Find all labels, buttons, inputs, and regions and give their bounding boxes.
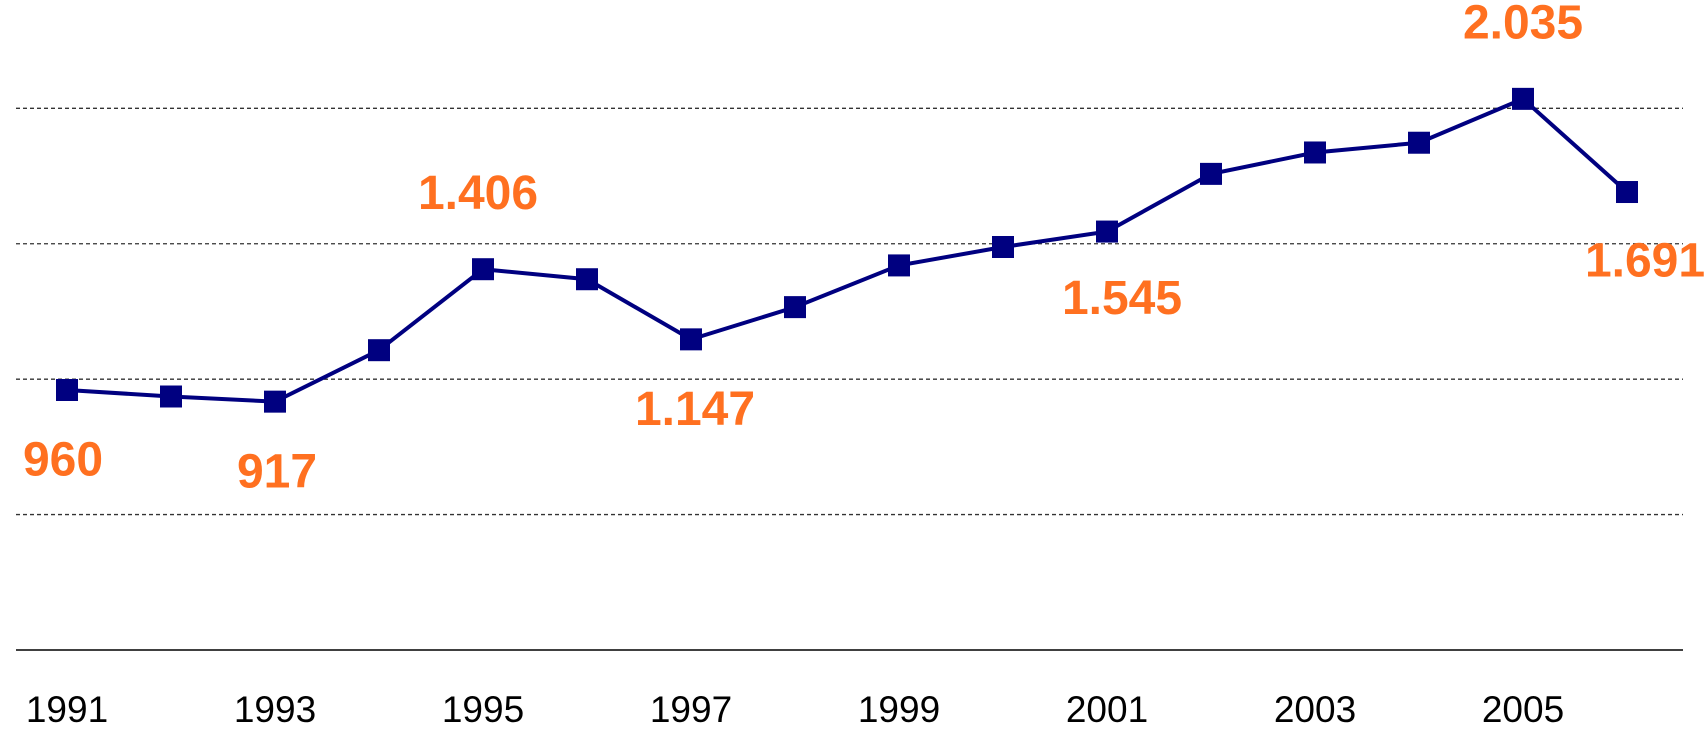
point-marker (472, 258, 494, 281)
x-tick-label: 2005 (1482, 689, 1564, 730)
x-tick-label: 1995 (442, 689, 524, 730)
point-marker (1096, 220, 1118, 243)
point-marker (1512, 87, 1534, 110)
x-tick-label: 2003 (1274, 689, 1356, 730)
value-label: 2.035 (1463, 0, 1583, 50)
value-label: 960 (23, 434, 103, 487)
point-marker (1616, 181, 1638, 204)
x-tick-label: 1999 (858, 689, 940, 730)
x-tick-label: 1993 (234, 689, 316, 730)
point-marker (680, 328, 702, 351)
value-label: 1.691 (1585, 235, 1704, 288)
point-marker (888, 254, 910, 277)
point-marker (56, 379, 78, 401)
point-marker (1408, 131, 1430, 154)
point-marker (576, 268, 598, 291)
x-tick-label: 1997 (650, 689, 732, 730)
value-label: 917 (237, 445, 317, 498)
point-marker (784, 296, 806, 319)
point-marker (1200, 162, 1222, 185)
series-line (66, 96, 1629, 404)
point-marker (992, 236, 1014, 258)
point-marker (160, 385, 182, 408)
x-tick-label: 1991 (26, 689, 108, 730)
point-marker (368, 339, 390, 362)
x-tick-label: 2001 (1066, 689, 1148, 730)
point-marker (264, 390, 286, 413)
value-label: 1.545 (1062, 272, 1182, 325)
point-marker (1304, 141, 1326, 164)
value-label: 1.147 (635, 383, 755, 436)
value-label: 1.406 (418, 167, 538, 220)
